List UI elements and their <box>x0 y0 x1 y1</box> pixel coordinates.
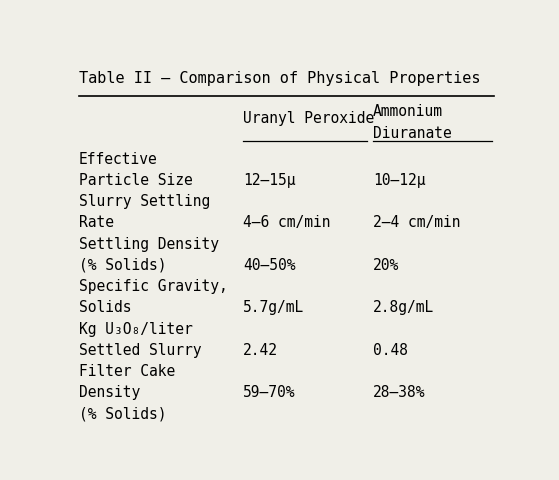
Text: Diuranate: Diuranate <box>373 126 452 141</box>
Text: 2.8g/mL: 2.8g/mL <box>373 300 434 315</box>
Text: 5.7g/mL: 5.7g/mL <box>243 300 305 315</box>
Text: 10–12μ: 10–12μ <box>373 173 425 188</box>
Text: Particle Size: Particle Size <box>78 173 192 188</box>
Text: Settling Density: Settling Density <box>78 237 219 252</box>
Text: Table II – Comparison of Physical Properties: Table II – Comparison of Physical Proper… <box>78 71 480 85</box>
Text: Specific Gravity,: Specific Gravity, <box>78 279 228 294</box>
Text: Density: Density <box>78 385 140 400</box>
Text: Solids: Solids <box>78 300 131 315</box>
Text: 12–15μ: 12–15μ <box>243 173 296 188</box>
Text: Rate: Rate <box>78 216 113 230</box>
Text: 2–4 cm/min: 2–4 cm/min <box>373 216 461 230</box>
Text: Uranyl Peroxide: Uranyl Peroxide <box>243 111 375 126</box>
Text: 28–38%: 28–38% <box>373 385 425 400</box>
Text: Slurry Settling: Slurry Settling <box>78 194 210 209</box>
Text: 20%: 20% <box>373 258 399 273</box>
Text: 2.42: 2.42 <box>243 343 278 358</box>
Text: 40–50%: 40–50% <box>243 258 296 273</box>
Text: 59–70%: 59–70% <box>243 385 296 400</box>
Text: Ammonium: Ammonium <box>373 104 443 119</box>
Text: Filter Cake: Filter Cake <box>78 364 175 379</box>
Text: Kg U₃O₈/liter: Kg U₃O₈/liter <box>78 322 192 337</box>
Text: (% Solids): (% Solids) <box>78 407 166 421</box>
Text: 0.48: 0.48 <box>373 343 408 358</box>
Text: Settled Slurry: Settled Slurry <box>78 343 201 358</box>
Text: Effective: Effective <box>78 152 157 167</box>
Text: (% Solids): (% Solids) <box>78 258 166 273</box>
Text: 4–6 cm/min: 4–6 cm/min <box>243 216 331 230</box>
